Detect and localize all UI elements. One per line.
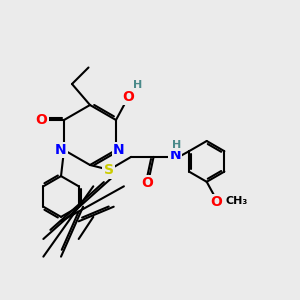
Text: O: O [210,195,222,209]
Text: S: S [103,164,114,177]
Text: N: N [169,148,181,162]
Text: O: O [141,176,153,190]
Text: CH₃: CH₃ [225,196,248,206]
Text: N: N [113,143,125,157]
Text: N: N [55,143,67,157]
Text: H: H [172,140,181,151]
Text: O: O [36,113,47,127]
Text: O: O [122,90,134,104]
Text: H: H [133,80,142,91]
